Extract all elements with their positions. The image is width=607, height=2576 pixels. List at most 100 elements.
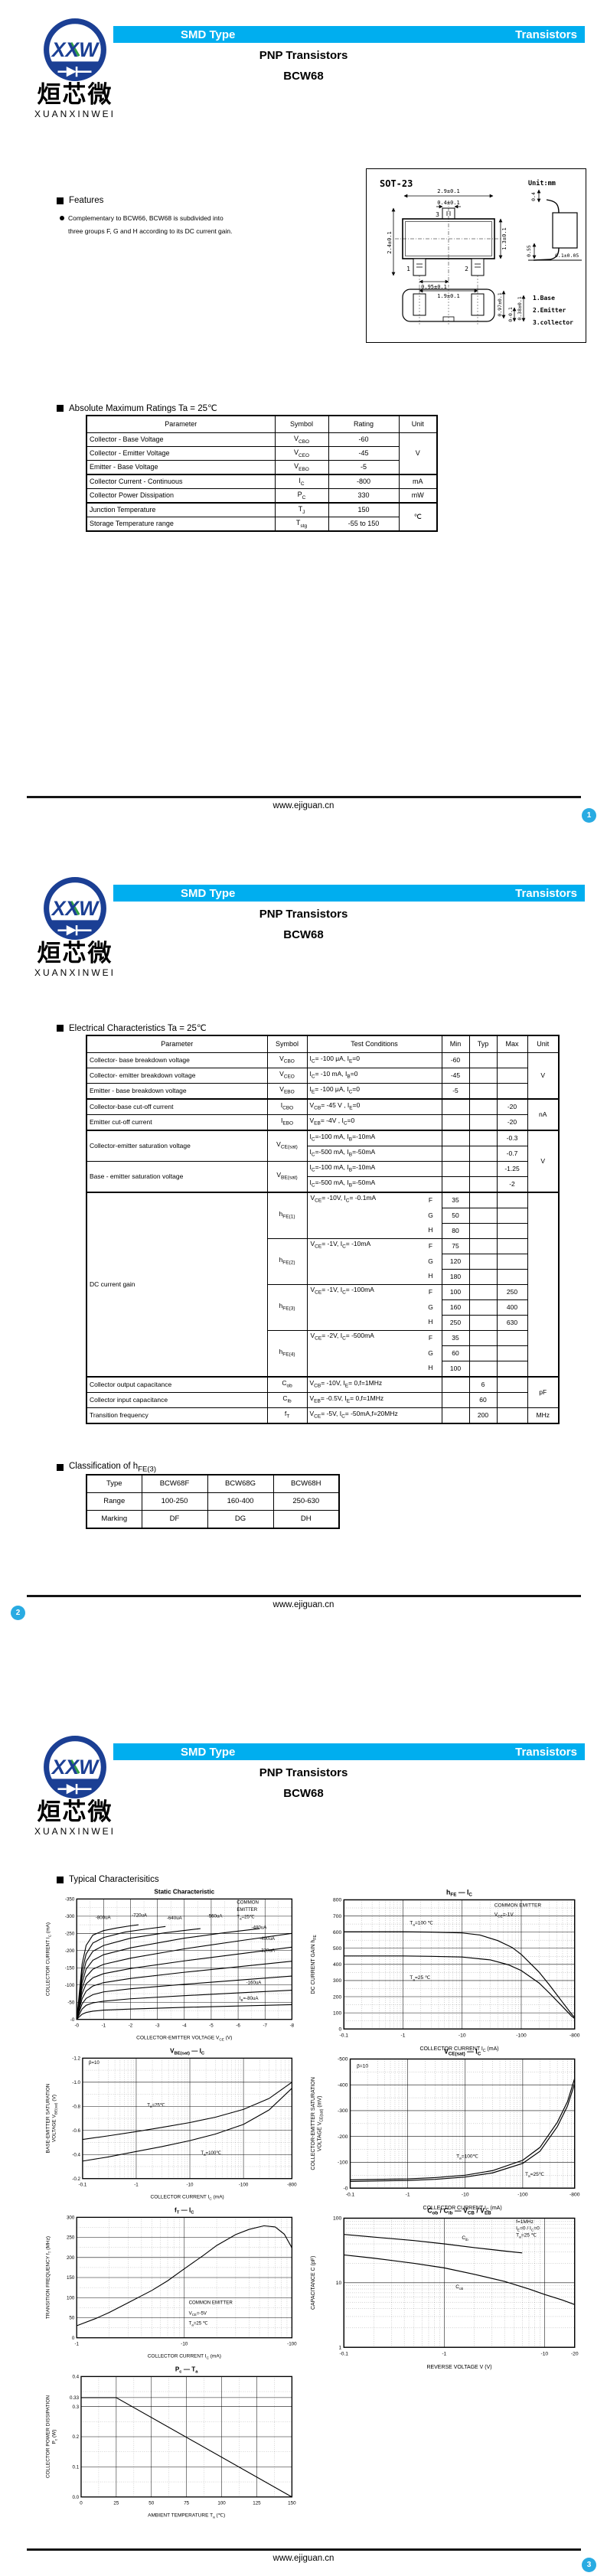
table-header-row: Parameter Symbol Test Conditions Min Typ Max U…	[86, 1035, 560, 1053]
table-cell: Tstg	[274, 517, 329, 532]
svg-text:-10: -10	[187, 2182, 194, 2187]
svg-text:0.1: 0.1	[72, 2464, 79, 2470]
svg-text:VCE(sat) — IC: VCE(sat) — IC	[444, 2047, 481, 2056]
page-number-badge: 2	[11, 1606, 25, 1620]
svg-text:100: 100	[333, 2010, 341, 2016]
table-cell	[468, 1114, 498, 1131]
product-family-title: PNP Transistors	[259, 1766, 348, 1779]
table-cell	[496, 1223, 528, 1239]
table-cell: VCBO	[274, 432, 329, 447]
table-row: Collector input capacitance Cib VEB= -0.5V…	[86, 1392, 559, 1408]
table-cell	[468, 1052, 498, 1068]
table-cell	[468, 1068, 498, 1084]
table-cell: VCE= -2V, IC= -500mA F G H	[306, 1330, 442, 1378]
series-IB=-800uA	[76, 1924, 139, 2020]
table-row: Type BCW68F BCW68G BCW68H	[86, 1474, 340, 1493]
table-cell	[468, 1161, 498, 1177]
svg-text:DC CURRENT GAIN hFE: DC CURRENT GAIN hFE	[311, 1935, 318, 1994]
table-cell: Emitter cut-off current	[86, 1114, 268, 1131]
abs-max-heading: Absolute Maximum Ratings Ta = 25℃	[57, 403, 217, 413]
table-cell: Collector- base breakdown voltage	[86, 1052, 268, 1068]
svg-text:COLLECTOR CURRENT IC (mA): COLLECTOR CURRENT IC (mA)	[419, 2046, 498, 2053]
title-bar: SMD Type Transistors	[113, 1743, 585, 1760]
data-table: Parameter Symbol Rating Unit Collector - Bas…	[86, 415, 438, 532]
table-cell: nA	[527, 1098, 560, 1131]
series-IB=-80uA	[76, 2004, 292, 2020]
table-cell: 100	[441, 1361, 470, 1378]
table-cell	[496, 1192, 528, 1208]
square-bullet-icon	[57, 197, 64, 204]
table-row: Marking DF DG DH	[86, 1510, 340, 1529]
table-cell: IC=-500 mA, IB=-50mA	[306, 1146, 442, 1162]
table-row: Range 100-250 160-400 250-630	[86, 1492, 340, 1511]
table-cell: IE= -100 μA, IC=0	[306, 1083, 442, 1100]
series-IB=-240uA	[76, 1975, 292, 2020]
table-row: Emitter - Base Voltage VEBO -5	[86, 460, 437, 475]
table-cell: VCE= -5V, IC= -50mA,f=20MHz	[306, 1407, 442, 1424]
part-number-title: BCW68	[283, 70, 324, 83]
svg-text:Ta=100 ℃: Ta=100 ℃	[410, 1921, 433, 1928]
table-row: 180	[86, 1269, 559, 1285]
table-cell	[441, 1114, 470, 1131]
svg-text:Ta=100℃: Ta=100℃	[201, 2150, 221, 2157]
bottom-view	[402, 286, 526, 324]
svg-text:Ta=25℃: Ta=25℃	[147, 2102, 165, 2108]
table-cell	[468, 1192, 498, 1208]
table-cell: 120	[441, 1254, 470, 1270]
table-cell: Transition frequency	[86, 1407, 268, 1424]
svg-text:VOLTAGE VCE(sat) (mV): VOLTAGE VCE(sat) (mV)	[317, 2095, 324, 2151]
table-cell: 330	[328, 488, 400, 504]
table-cell	[468, 1315, 498, 1331]
table-cell: 100-250	[141, 1492, 208, 1511]
svg-text:-6: -6	[236, 2023, 240, 2028]
svg-text:50: 50	[69, 2316, 74, 2321]
svg-text:BASE-EMITTER SATURATION: BASE-EMITTER SATURATION	[46, 2083, 51, 2153]
brand-name-cn: 烜芯微	[37, 81, 113, 109]
dim-label: 0.4±0.1	[437, 200, 460, 206]
svg-text:75: 75	[184, 2500, 189, 2506]
series-Ta=25℃	[344, 1955, 576, 2019]
table-cell: IEBO	[266, 1114, 308, 1131]
table-cell: 50	[441, 1208, 470, 1224]
title-bar-left: SMD Type	[181, 28, 236, 41]
series-IB=-400uA	[76, 1946, 292, 2020]
svg-text:-800: -800	[569, 2033, 580, 2038]
table-row: Collector-base cut-off current ICBO VCB= -…	[86, 1098, 560, 1131]
table-cell: Collector - Base Voltage	[86, 432, 276, 447]
series-fT	[77, 2225, 292, 2327]
data-table: Type BCW68F BCW68G BCW68H Range 100-250 160-40…	[86, 1474, 340, 1529]
table-cell	[441, 1392, 470, 1408]
table-cell: IC	[274, 474, 329, 489]
table-row: 160 400	[86, 1299, 559, 1316]
table-cell: hFE(2)	[266, 1238, 308, 1285]
classification-heading: Classification of hFE(3)	[57, 1462, 156, 1473]
table-cell: V	[527, 1052, 560, 1100]
page-number-badge: 3	[582, 2558, 596, 2572]
table-cell	[496, 1376, 528, 1393]
svg-text:-100: -100	[239, 2182, 249, 2187]
vbesat-vs-ic-svg: -0.1 -1 -10 -100 -800 -0.2 -0.4 -0.6 -0.8 -1.0 -1.…	[46, 2048, 297, 2201]
table-cell	[468, 1299, 498, 1316]
table-cell	[496, 1208, 528, 1224]
table-row: Collector Current - Continuous IC -800 mA	[86, 474, 438, 489]
svg-text:COLLECTOR-EMITTER SATURATION: COLLECTOR-EMITTER SATURATION	[311, 2077, 316, 2170]
table-cell: IC=-100 mA, IB=-10mA	[306, 1130, 442, 1146]
table-cell: -45	[328, 446, 400, 461]
svg-text:0: 0	[80, 2500, 83, 2506]
table-cell: Marking	[86, 1510, 142, 1529]
svg-text:-0: -0	[74, 2023, 79, 2028]
svg-text:fT — IC: fT — IC	[175, 2207, 194, 2216]
series-IB=-480uA	[76, 1932, 292, 2020]
table-cell: 80	[441, 1223, 470, 1239]
table-row: hFE(3) VCE= -1V, IC= -100mA F G H 100 250	[86, 1284, 559, 1331]
company-logo-icon: XXW	[44, 1736, 106, 1798]
svg-text:10: 10	[336, 2281, 342, 2286]
svg-text:REVERSE VOLTAGE V (V): REVERSE VOLTAGE V (V)	[426, 2365, 491, 2370]
table-cell: Storage Temperature range	[86, 517, 276, 532]
svg-text:-300: -300	[338, 2108, 348, 2114]
svg-text:0.33: 0.33	[70, 2395, 80, 2401]
page-3: XXW 烜芯微 XUANXINWEI SMD Type Transistors …	[0, 1717, 607, 2576]
footer-url: www.ejiguan.cn	[272, 801, 335, 810]
table-cell	[496, 1392, 528, 1408]
